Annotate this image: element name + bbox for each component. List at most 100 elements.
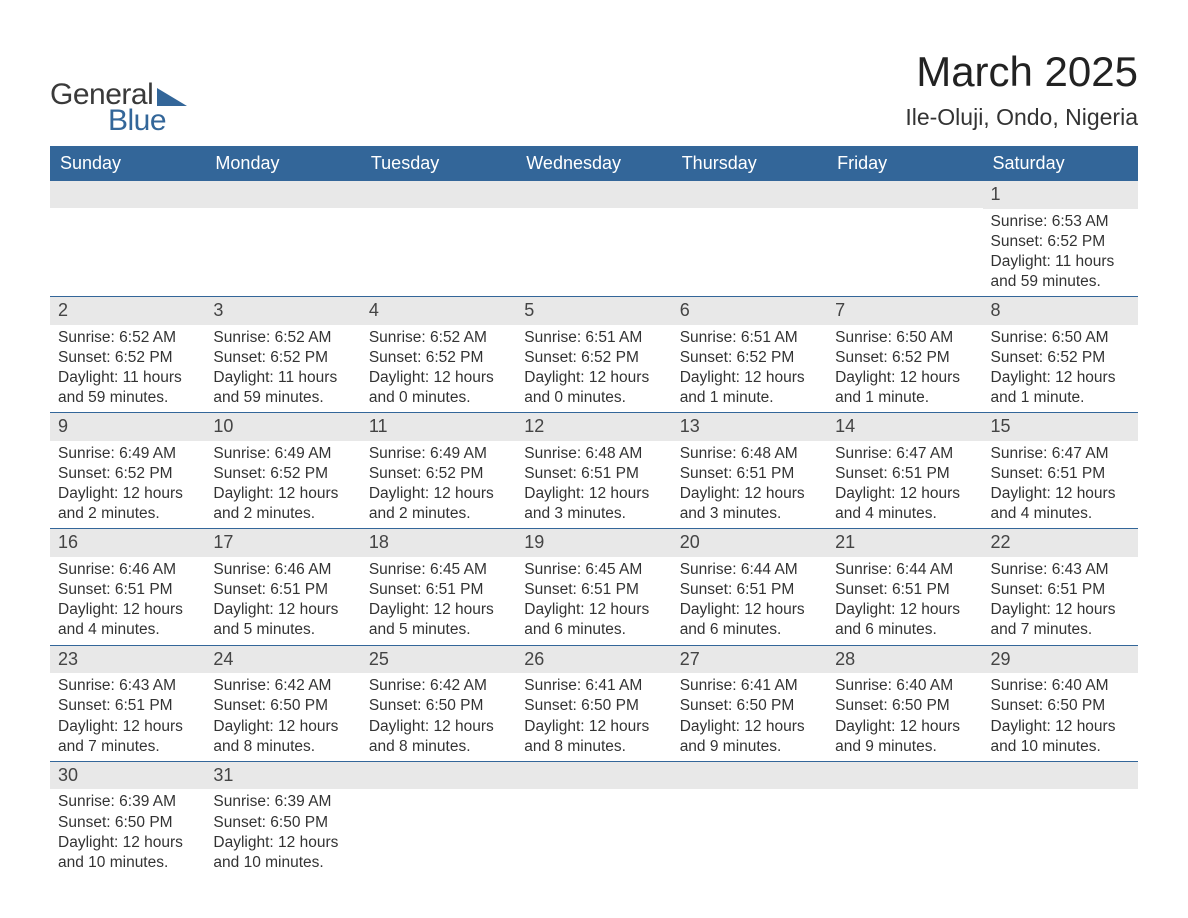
day-cell	[361, 181, 516, 296]
day-number: 27	[672, 646, 827, 674]
day-details: Sunrise: 6:43 AMSunset: 6:51 PMDaylight:…	[983, 557, 1138, 645]
day-cell: 10Sunrise: 6:49 AMSunset: 6:52 PMDayligh…	[205, 413, 360, 528]
day-details: Sunrise: 6:39 AMSunset: 6:50 PMDaylight:…	[50, 789, 205, 877]
day-cell: 1Sunrise: 6:53 AMSunset: 6:52 PMDaylight…	[983, 181, 1138, 296]
day-number: 11	[361, 413, 516, 441]
day-number: 26	[516, 646, 671, 674]
empty-day-bar	[516, 762, 671, 789]
sunrise-text: Sunrise: 6:47 AM	[991, 444, 1130, 464]
daylight-text-2: and 8 minutes.	[369, 737, 508, 757]
daylight-text: Daylight: 12 hours	[369, 368, 508, 388]
sunrise-text: Sunrise: 6:49 AM	[58, 444, 197, 464]
day-cell: 21Sunrise: 6:44 AMSunset: 6:51 PMDayligh…	[827, 529, 982, 644]
weekday-header: Sunday	[50, 146, 205, 181]
sunrise-text: Sunrise: 6:40 AM	[991, 676, 1130, 696]
sunrise-text: Sunrise: 6:52 AM	[213, 328, 352, 348]
day-details: Sunrise: 6:41 AMSunset: 6:50 PMDaylight:…	[672, 673, 827, 761]
sunset-text: Sunset: 6:52 PM	[213, 348, 352, 368]
daylight-text-2: and 0 minutes.	[369, 388, 508, 408]
day-cell	[205, 181, 360, 296]
day-number: 16	[50, 529, 205, 557]
sunset-text: Sunset: 6:51 PM	[58, 696, 197, 716]
day-number: 10	[205, 413, 360, 441]
daylight-text: Daylight: 12 hours	[680, 484, 819, 504]
day-cell	[50, 181, 205, 296]
day-details: Sunrise: 6:46 AMSunset: 6:51 PMDaylight:…	[50, 557, 205, 645]
day-cell: 2Sunrise: 6:52 AMSunset: 6:52 PMDaylight…	[50, 297, 205, 412]
day-cell: 31Sunrise: 6:39 AMSunset: 6:50 PMDayligh…	[205, 762, 360, 877]
daylight-text-2: and 9 minutes.	[680, 737, 819, 757]
sunset-text: Sunset: 6:50 PM	[524, 696, 663, 716]
sunset-text: Sunset: 6:51 PM	[524, 580, 663, 600]
daylight-text: Daylight: 12 hours	[524, 368, 663, 388]
day-cell: 26Sunrise: 6:41 AMSunset: 6:50 PMDayligh…	[516, 646, 671, 761]
daylight-text: Daylight: 12 hours	[213, 833, 352, 853]
weekday-header: Saturday	[983, 146, 1138, 181]
day-number: 2	[50, 297, 205, 325]
day-details: Sunrise: 6:40 AMSunset: 6:50 PMDaylight:…	[827, 673, 982, 761]
sunset-text: Sunset: 6:51 PM	[680, 464, 819, 484]
daylight-text-2: and 5 minutes.	[369, 620, 508, 640]
sunrise-text: Sunrise: 6:49 AM	[213, 444, 352, 464]
day-cell: 27Sunrise: 6:41 AMSunset: 6:50 PMDayligh…	[672, 646, 827, 761]
daylight-text: Daylight: 12 hours	[58, 600, 197, 620]
day-details: Sunrise: 6:49 AMSunset: 6:52 PMDaylight:…	[205, 441, 360, 529]
day-details: Sunrise: 6:47 AMSunset: 6:51 PMDaylight:…	[983, 441, 1138, 529]
daylight-text: Daylight: 12 hours	[991, 484, 1130, 504]
daylight-text-2: and 3 minutes.	[680, 504, 819, 524]
day-details: Sunrise: 6:49 AMSunset: 6:52 PMDaylight:…	[50, 441, 205, 529]
day-number: 23	[50, 646, 205, 674]
daylight-text: Daylight: 12 hours	[213, 484, 352, 504]
day-number: 18	[361, 529, 516, 557]
day-cell: 18Sunrise: 6:45 AMSunset: 6:51 PMDayligh…	[361, 529, 516, 644]
sunset-text: Sunset: 6:52 PM	[991, 348, 1130, 368]
day-number: 3	[205, 297, 360, 325]
day-cell: 9Sunrise: 6:49 AMSunset: 6:52 PMDaylight…	[50, 413, 205, 528]
daylight-text-2: and 7 minutes.	[58, 737, 197, 757]
day-details: Sunrise: 6:50 AMSunset: 6:52 PMDaylight:…	[827, 325, 982, 413]
day-details: Sunrise: 6:52 AMSunset: 6:52 PMDaylight:…	[50, 325, 205, 413]
day-details: Sunrise: 6:49 AMSunset: 6:52 PMDaylight:…	[361, 441, 516, 529]
day-cell: 3 Sunrise: 6:52 AMSunset: 6:52 PMDaylight…	[205, 297, 360, 412]
day-cell: 4Sunrise: 6:52 AMSunset: 6:52 PMDaylight…	[361, 297, 516, 412]
day-cell: 25Sunrise: 6:42 AMSunset: 6:50 PMDayligh…	[361, 646, 516, 761]
daylight-text: Daylight: 12 hours	[835, 484, 974, 504]
daylight-text: Daylight: 12 hours	[680, 717, 819, 737]
weekday-header: Monday	[205, 146, 360, 181]
daylight-text: Daylight: 12 hours	[835, 600, 974, 620]
sunset-text: Sunset: 6:50 PM	[835, 696, 974, 716]
day-number: 7	[827, 297, 982, 325]
sunset-text: Sunset: 6:52 PM	[991, 232, 1130, 252]
sunrise-text: Sunrise: 6:47 AM	[835, 444, 974, 464]
daylight-text: Daylight: 12 hours	[680, 368, 819, 388]
empty-day-bar	[827, 181, 982, 208]
day-number: 21	[827, 529, 982, 557]
daylight-text: Daylight: 12 hours	[58, 833, 197, 853]
sunset-text: Sunset: 6:51 PM	[524, 464, 663, 484]
sunset-text: Sunset: 6:52 PM	[369, 464, 508, 484]
daylight-text-2: and 5 minutes.	[213, 620, 352, 640]
logo: General Blue	[50, 78, 187, 138]
day-number: 8	[983, 297, 1138, 325]
day-number: 20	[672, 529, 827, 557]
sunset-text: Sunset: 6:51 PM	[835, 580, 974, 600]
day-number: 25	[361, 646, 516, 674]
daylight-text: Daylight: 12 hours	[524, 600, 663, 620]
weekday-header: Thursday	[672, 146, 827, 181]
day-cell	[516, 181, 671, 296]
daylight-text: Daylight: 12 hours	[680, 600, 819, 620]
day-number: 24	[205, 646, 360, 674]
week-row: 2Sunrise: 6:52 AMSunset: 6:52 PMDaylight…	[50, 296, 1138, 412]
daylight-text-2: and 0 minutes.	[524, 388, 663, 408]
daylight-text-2: and 2 minutes.	[213, 504, 352, 524]
day-cell: 28Sunrise: 6:40 AMSunset: 6:50 PMDayligh…	[827, 646, 982, 761]
title-block: March 2025 Ile-Oluji, Ondo, Nigeria	[905, 48, 1138, 131]
daylight-text: Daylight: 12 hours	[369, 484, 508, 504]
daylight-text-2: and 59 minutes.	[58, 388, 197, 408]
month-title: March 2025	[905, 48, 1138, 96]
sunset-text: Sunset: 6:50 PM	[213, 696, 352, 716]
daylight-text-2: and 6 minutes.	[835, 620, 974, 640]
daylight-text-2: and 4 minutes.	[58, 620, 197, 640]
daylight-text: Daylight: 11 hours	[213, 368, 352, 388]
empty-day-bar	[361, 181, 516, 208]
